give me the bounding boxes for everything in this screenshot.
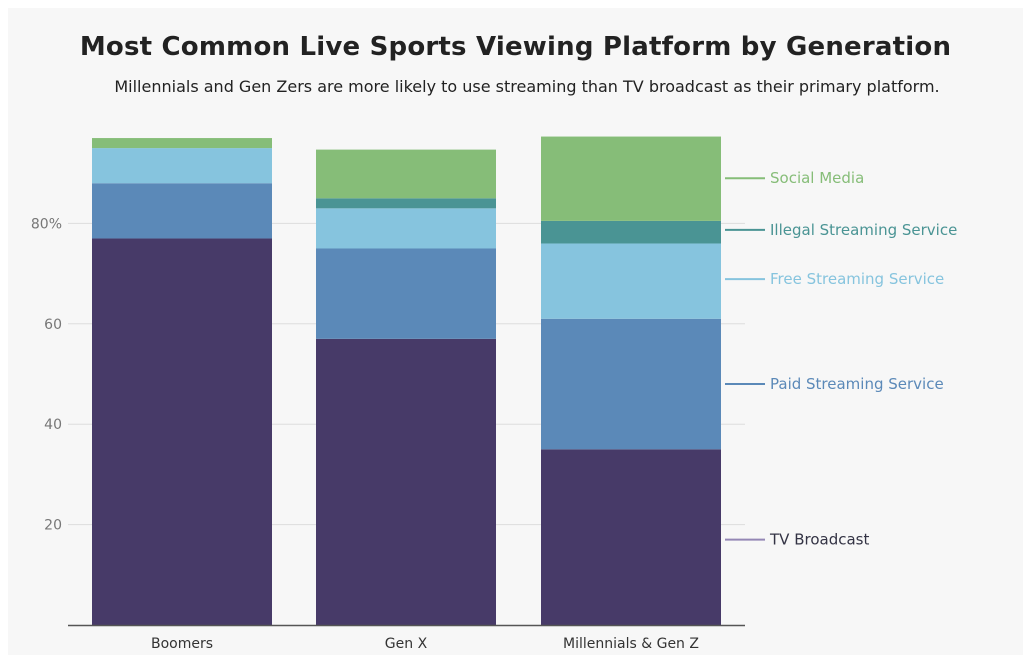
y-tick-label: 60 xyxy=(44,317,62,333)
bars xyxy=(92,136,721,625)
bar-segment-social-media xyxy=(541,136,721,221)
legend-label-tv-broadcast: TV Broadcast xyxy=(769,531,869,549)
legend-label-paid-streaming-service: Paid Streaming Service xyxy=(770,375,944,393)
bar-segment-tv-broadcast xyxy=(316,338,496,625)
legend-label-illegal-streaming-service: Illegal Streaming Service xyxy=(770,221,957,239)
x-category-label: Millennials & Gen Z xyxy=(563,636,699,652)
bar-segment-illegal-streaming-service xyxy=(316,198,496,209)
bar-segment-free-streaming-service xyxy=(541,243,721,319)
axes: 20 40 60 80% Boomers Gen X Millennials & Gen Z xyxy=(31,216,745,652)
bar-segment-tv-broadcast xyxy=(541,449,721,625)
y-tick-label: 20 xyxy=(44,518,62,534)
x-category-label: Boomers xyxy=(151,636,213,652)
bar-segment-social-media xyxy=(316,149,496,199)
y-tick-label: 80% xyxy=(31,216,62,232)
legend-label-social-media: Social Media xyxy=(770,169,864,187)
bar-segment-illegal-streaming-service xyxy=(541,220,721,244)
chart-title: Most Common Live Sports Viewing Platform… xyxy=(79,32,952,62)
bar-segment-paid-streaming-service xyxy=(541,318,721,450)
legend: Social Media Illegal Streaming Service Fre… xyxy=(725,169,957,549)
bar-segment-paid-streaming-service xyxy=(92,183,272,239)
bar-segment-social-media xyxy=(92,138,272,149)
chart-subtitle: Millennials and Gen Zers are more likely… xyxy=(114,77,940,96)
bar-segment-tv-broadcast xyxy=(92,238,272,625)
bar-segment-free-streaming-service xyxy=(92,148,272,184)
bar-segment-free-streaming-service xyxy=(316,208,496,249)
legend-label-free-streaming-service: Free Streaming Service xyxy=(770,270,944,288)
x-category-label: Gen X xyxy=(385,636,428,652)
y-tick-label: 40 xyxy=(44,417,62,433)
bar-segment-paid-streaming-service xyxy=(316,248,496,339)
